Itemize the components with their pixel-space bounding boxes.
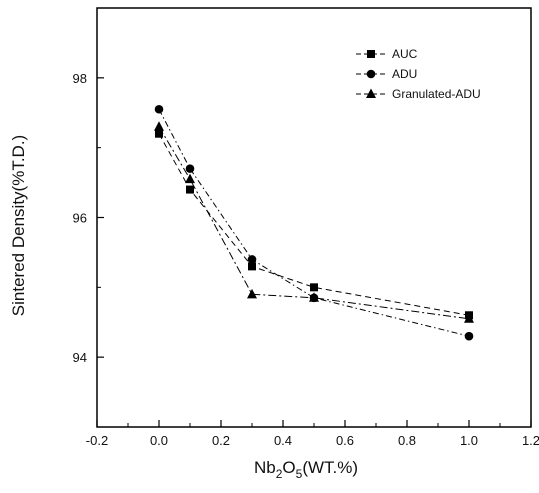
x-tick-label: 0.0 bbox=[150, 433, 168, 448]
x-tick-label: 1.0 bbox=[460, 433, 478, 448]
legend-marker bbox=[366, 88, 376, 98]
data-point bbox=[310, 283, 318, 292]
x-axis-title-mid: O bbox=[282, 458, 295, 477]
y-tick-label: 98 bbox=[73, 71, 87, 86]
x-axis-title-sub1: 2 bbox=[276, 467, 283, 481]
data-point bbox=[464, 331, 474, 341]
x-tick-label: 0.2 bbox=[212, 433, 230, 448]
legend-item: Granulated-ADU bbox=[356, 87, 481, 101]
legend-label: AUC bbox=[392, 47, 418, 61]
series-line bbox=[158, 126, 470, 320]
y-tick-label: 96 bbox=[73, 211, 87, 226]
data-point bbox=[154, 121, 164, 131]
data-point bbox=[154, 104, 164, 114]
series-triangle bbox=[154, 121, 474, 323]
x-tick-label: 0.8 bbox=[398, 433, 416, 448]
legend-marker bbox=[367, 50, 375, 58]
y-tick-label: 94 bbox=[73, 350, 87, 365]
series-square bbox=[155, 129, 473, 320]
x-axis-title-sub2: 5 bbox=[296, 467, 303, 481]
x-tick-label: -0.2 bbox=[86, 433, 108, 448]
data-point bbox=[248, 262, 256, 271]
data-point bbox=[186, 185, 194, 194]
data-point bbox=[464, 313, 474, 323]
legend-marker bbox=[366, 69, 376, 79]
legend-item: ADU bbox=[356, 67, 417, 81]
data-point bbox=[309, 292, 319, 302]
x-axis-title-base: Nb bbox=[254, 458, 276, 477]
legend-item: AUC bbox=[356, 47, 418, 61]
x-axis-title: Nb2O5(WT.%) bbox=[254, 458, 358, 481]
series-line bbox=[158, 109, 470, 337]
x-tick-label: 1.2 bbox=[522, 433, 539, 448]
data-point bbox=[247, 288, 257, 299]
data-point bbox=[185, 164, 195, 173]
x-axis-title-tail: (WT.%) bbox=[302, 458, 358, 477]
data-point bbox=[247, 255, 257, 264]
y-axis-title: Sintered Density(%T.D.) bbox=[9, 135, 28, 316]
legend-label: ADU bbox=[392, 67, 417, 81]
data-point bbox=[185, 173, 195, 184]
x-tick-label: 0.6 bbox=[336, 433, 354, 448]
x-tick-label: 0.4 bbox=[274, 433, 292, 448]
legend-label: Granulated-ADU bbox=[392, 87, 481, 101]
data-point bbox=[155, 129, 163, 138]
series-circle bbox=[154, 104, 474, 341]
plot-frame bbox=[96, 7, 532, 428]
